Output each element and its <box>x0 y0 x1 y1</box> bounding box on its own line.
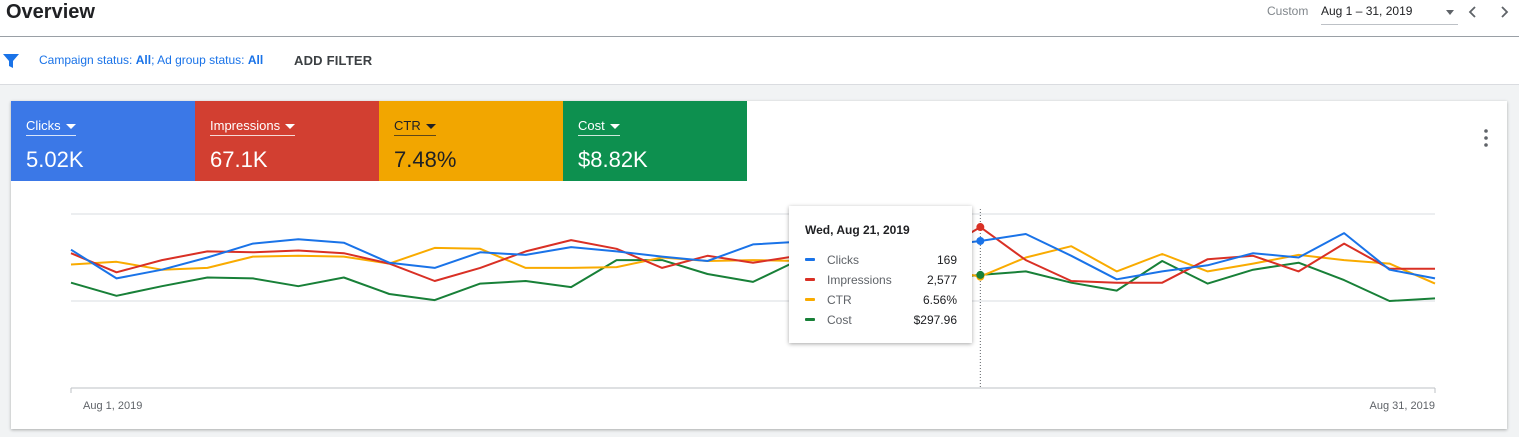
tooltip-row-ctr: CTR 6.56% <box>805 293 957 309</box>
tooltip-series-name: Impressions <box>827 273 892 287</box>
date-range-value: Aug 1 – 31, 2019 <box>1321 4 1413 18</box>
series-color-swatch <box>805 278 815 281</box>
series-line-clicks <box>70 232 1436 281</box>
performance-card: Aug 1, 2019 Aug 31, 2019 Clicks 5.02K Imp… <box>11 101 1507 429</box>
series-line-impressions <box>70 226 1435 284</box>
date-range-select[interactable]: Aug 1 – 31, 2019 <box>1321 0 1458 25</box>
dropdown-caret-icon <box>285 124 296 130</box>
series-line-cost <box>70 248 1436 302</box>
tooltip-series-name: Clicks <box>827 253 859 267</box>
tooltip-series-value: 2,577 <box>926 273 957 287</box>
metric-label-cost: Cost <box>578 118 605 133</box>
tooltip-series-name: Cost <box>827 313 852 327</box>
status-filter-summary[interactable]: Campaign status: All; Ad group status: A… <box>39 53 263 67</box>
filter-icon[interactable] <box>3 53 19 69</box>
series-color-swatch <box>805 258 815 261</box>
metric-selector-ctr[interactable]: CTR <box>394 118 436 136</box>
series-color-swatch <box>805 298 815 301</box>
tooltip-series-value: 6.56% <box>922 293 957 307</box>
dropdown-caret-icon <box>65 124 76 130</box>
series-color-swatch <box>805 318 815 321</box>
tooltip-date: Wed, Aug 21, 2019 <box>805 223 910 237</box>
add-filter-button[interactable]: ADD FILTER <box>294 53 373 68</box>
metric-selector-clicks[interactable]: Clicks <box>26 118 76 136</box>
x-axis-label-end: Aug 31, 2019 <box>1370 400 1435 412</box>
tooltip-row-cost: Cost $297.96 <box>805 313 957 329</box>
date-mode-label: Custom <box>1267 4 1309 18</box>
performance-line-chart: Aug 1, 2019 Aug 31, 2019 <box>70 209 1436 412</box>
tooltip-row-clicks: Clicks 169 <box>805 253 957 269</box>
tooltip-series-value: 169 <box>936 253 957 267</box>
hover-point-impressions <box>976 223 985 232</box>
metric-value-clicks: 5.02K <box>26 147 84 172</box>
previous-period-button[interactable] <box>1466 5 1480 19</box>
tooltip-series-name: CTR <box>827 293 852 307</box>
metric-selector-cost[interactable]: Cost <box>578 118 620 136</box>
dropdown-caret-icon <box>609 124 620 130</box>
metric-selector-impressions[interactable]: Impressions <box>210 118 296 136</box>
filter-separator: ; <box>151 53 158 67</box>
metric-value-ctr: 7.48% <box>394 147 457 172</box>
overview-header: Overview Custom Aug 1 – 31, 2019 <box>0 0 1519 37</box>
dropdown-caret-icon <box>1446 10 1454 15</box>
tooltip-row-impressions: Impressions 2,577 <box>805 273 957 289</box>
next-period-button[interactable] <box>1497 5 1511 19</box>
metric-value-cost: $8.82K <box>578 147 648 172</box>
more-options-icon[interactable] <box>1482 128 1490 148</box>
metric-value-impressions: 67.1K <box>210 147 268 172</box>
metric-label-impressions: Impressions <box>210 118 281 133</box>
chart-tooltip: Wed, Aug 21, 2019 Clicks 169 Impressions… <box>789 206 972 343</box>
hover-point-clicks <box>976 236 985 245</box>
adgroup-status-label: Ad group status: <box>157 53 248 67</box>
series-line-ctr <box>70 245 1436 285</box>
tooltip-series-value: $297.96 <box>913 313 957 327</box>
adgroup-status-value: All <box>247 53 264 67</box>
metric-tile-ctr[interactable]: CTR 7.48% <box>379 101 563 181</box>
metric-label-clicks: Clicks <box>26 118 61 133</box>
x-axis-label-start: Aug 1, 2019 <box>83 400 142 412</box>
filter-bar: Campaign status: All; Ad group status: A… <box>0 37 1519 85</box>
metric-tile-clicks[interactable]: Clicks 5.02K <box>11 101 195 181</box>
hover-point-cost <box>976 270 985 279</box>
page-title: Overview <box>6 1 95 23</box>
metric-tile-cost[interactable]: Cost $8.82K <box>563 101 747 181</box>
dropdown-caret-icon <box>425 124 436 130</box>
campaign-status-label: Campaign status: <box>39 53 136 67</box>
campaign-status-value: All <box>135 53 152 67</box>
metric-label-ctr: CTR <box>394 118 421 133</box>
metric-tile-impressions[interactable]: Impressions 67.1K <box>195 101 379 181</box>
